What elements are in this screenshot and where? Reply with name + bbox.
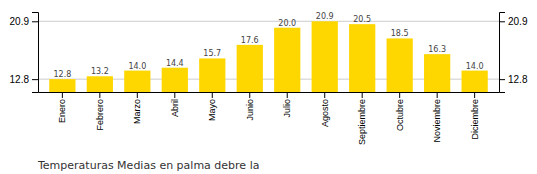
bar: [274, 28, 300, 92]
tick-label: Enero: [57, 99, 67, 123]
tick-label: Abril: [170, 99, 180, 117]
bar: [237, 45, 263, 92]
data-label: 17.6: [241, 36, 259, 45]
tick-label: Octubre: [395, 99, 405, 131]
bar: [387, 38, 413, 92]
tick-mark: [474, 92, 475, 98]
data-label: 14.0: [128, 62, 146, 71]
data-labels: 12.8 13.2 14.0 14.4 15.7 17.6 20.0 20.9 20.5 18.5…: [53, 12, 483, 79]
data-label: 18.5: [391, 29, 409, 38]
tick: 12.8: [499, 74, 528, 85]
bar: [87, 76, 113, 92]
tick-mark: [499, 21, 505, 22]
axis-line: [500, 13, 506, 93]
bar: [124, 71, 150, 92]
tick-label: 20.9: [508, 16, 528, 27]
tick: Febrero: [95, 92, 105, 131]
tick-mark: [62, 92, 63, 98]
tick-label: Septiembre: [357, 99, 367, 145]
tick-mark: [212, 92, 213, 98]
data-label: 13.2: [91, 67, 109, 76]
data-label: 20.5: [353, 15, 371, 24]
data-label: 12.8: [53, 70, 71, 79]
data-label: 14.4: [166, 59, 184, 68]
tick-label: Diciembre: [470, 99, 480, 140]
y2-axis: 12.8 20.9: [499, 13, 528, 93]
tick-mark: [287, 92, 288, 98]
tick: 20.9: [10, 16, 38, 27]
tick-mark: [362, 92, 363, 98]
tick-mark: [32, 79, 38, 80]
tick-label: Febrero: [95, 99, 105, 131]
tick-mark: [249, 92, 250, 98]
x-axis: Enero Febrero Marzo Abril Mayo Junio Julio Agos…: [39, 92, 500, 145]
tick-label: 20.9: [10, 16, 30, 27]
data-label: 15.7: [203, 49, 221, 58]
data-label: 16.3: [428, 45, 446, 54]
tick-mark: [99, 92, 100, 98]
axis-line: [32, 13, 39, 93]
tick-label: Mayo: [207, 99, 217, 121]
bar: [312, 21, 338, 92]
tick-mark: [137, 92, 138, 98]
grid-line: [38, 21, 499, 22]
tick: 12.8: [10, 74, 38, 85]
bar: [462, 71, 488, 92]
tick: 20.9: [499, 16, 528, 27]
tick-mark: [324, 92, 325, 98]
tick-label: Noviembre: [432, 99, 442, 143]
tick-mark: [499, 79, 505, 80]
tick-label: Agosto: [320, 99, 330, 127]
tick: Junio: [245, 92, 255, 121]
tick: Diciembre: [470, 92, 480, 140]
tick: Abril: [170, 92, 180, 117]
data-label: 20.0: [278, 19, 296, 28]
y-axis: 12.8 20.9: [10, 13, 39, 93]
tick-mark: [399, 92, 400, 98]
tick-mark: [174, 92, 175, 98]
tick: Mayo: [207, 92, 217, 121]
tick-label: Junio: [245, 99, 255, 121]
tick-label: Marzo: [132, 99, 142, 124]
bar: [424, 54, 450, 92]
tick: Julio: [282, 92, 292, 118]
bar: [162, 68, 188, 92]
data-label: 14.0: [466, 62, 484, 71]
tick: Enero: [57, 92, 67, 123]
tick-label: Julio: [282, 99, 292, 118]
tick: Agosto: [320, 92, 330, 127]
title: Temperaturas Medias en palma debre la: [37, 159, 259, 172]
axis-line: [39, 92, 500, 93]
tick-mark: [437, 92, 438, 98]
bars: [49, 21, 488, 92]
chart: Enero Febrero Marzo Abril Mayo Junio Julio Agos…: [0, 0, 537, 174]
bar: [199, 58, 225, 92]
bar: [49, 79, 75, 92]
tick: Marzo: [132, 92, 142, 124]
tick: Septiembre: [357, 92, 367, 145]
tick: Noviembre: [432, 92, 442, 143]
tick: Octubre: [395, 92, 405, 131]
data-label: 20.9: [316, 12, 334, 21]
tick-label: 12.8: [10, 74, 30, 85]
tick-mark: [32, 21, 38, 22]
tick-label: 12.8: [508, 74, 528, 85]
bar: [349, 24, 375, 92]
